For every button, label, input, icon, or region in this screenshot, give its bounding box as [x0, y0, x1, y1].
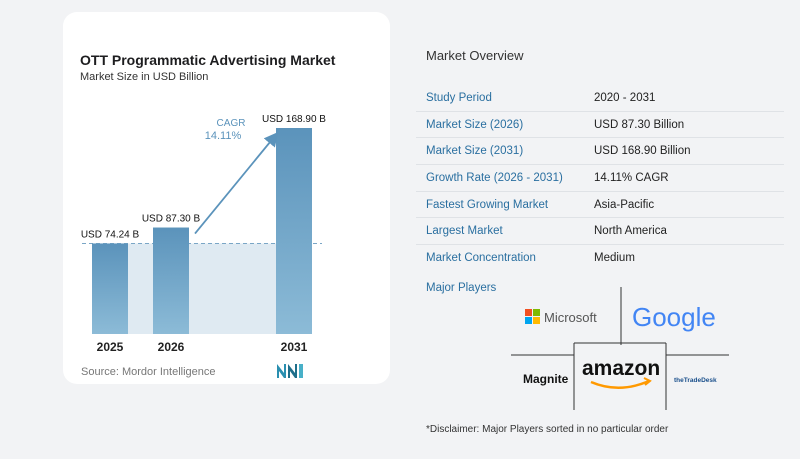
x-tick-2031: 2031 — [281, 340, 308, 354]
player-amazon: amazon — [582, 357, 660, 380]
overview-table: Study Period 2020 - 2031 Market Size (20… — [416, 85, 784, 272]
chart-subtitle: Market Size in USD Billion — [80, 71, 209, 83]
overview-row-market-size-2026: Market Size (2026) USD 87.30 Billion — [416, 112, 784, 139]
bar-chart: USD 74.24 B 2025 USD 87.30 B 2026 USD 168.90… — [81, 114, 326, 354]
mordor-intelligence-logo-icon — [277, 364, 303, 378]
overview-value: North America — [594, 225, 667, 238]
overview-row-study-period: Study Period 2020 - 2031 — [416, 85, 784, 112]
source-note: Source: Mordor Intelligence — [81, 366, 216, 378]
cagr-arrow — [194, 131, 279, 235]
cagr-label: CAGR — [217, 118, 246, 129]
player-microsoft: Microsoft — [544, 310, 597, 325]
overview-title: Market Overview — [426, 48, 524, 63]
overview-row-largest-market: Largest Market North America — [416, 218, 784, 246]
overview-label: Market Size (2031) — [426, 145, 524, 158]
chart-title: OTT Programmatic Advertising Market — [80, 52, 336, 68]
major-players-title: Major Players — [426, 282, 497, 294]
amazon-smile-icon — [590, 379, 650, 389]
overview-label: Market Size (2026) — [426, 118, 524, 131]
overview-row-concentration: Market Concentration Medium — [416, 245, 784, 272]
reference-band — [128, 243, 276, 334]
x-tick-2026: 2026 — [158, 340, 185, 354]
player-magnite: Magnite — [523, 372, 569, 386]
overview-value: Medium — [594, 252, 635, 265]
overview-label: Market Concentration — [426, 252, 536, 265]
player-google: Google — [632, 302, 716, 332]
market-overview: Market Overview Study Period 2020 - 2031… — [416, 0, 800, 459]
overview-label: Largest Market — [426, 225, 503, 238]
disclaimer: *Disclaimer: Major Players sorted in no … — [426, 424, 669, 435]
data-label-2031: USD 168.90 B — [262, 114, 326, 125]
bar-2031 — [276, 128, 312, 334]
major-players-grid: Microsoft Google Magnite amazon theTrade… — [511, 287, 729, 410]
bar-2025 — [92, 243, 128, 334]
x-tick-2025: 2025 — [97, 340, 124, 354]
amazon-arrow-icon — [643, 377, 652, 386]
data-label-2026: USD 87.30 B — [142, 214, 201, 225]
overview-value: Asia-Pacific — [594, 198, 655, 211]
overview-label: Fastest Growing Market — [426, 198, 549, 211]
overview-row-growth-rate: Growth Rate (2026 - 2031) 14.11% CAGR — [416, 165, 784, 192]
data-label-2025: USD 74.24 B — [81, 229, 140, 240]
chart-card: OTT Programmatic Advertising Market Mark… — [63, 12, 390, 384]
overview-label: Study Period — [426, 91, 492, 104]
overview-row-fastest-growing: Fastest Growing Market Asia-Pacific — [416, 192, 784, 219]
overview-value: USD 87.30 Billion — [594, 118, 685, 131]
overview-value: 14.11% CAGR — [594, 171, 669, 184]
overview-value: USD 168.90 Billion — [594, 145, 691, 158]
overview-label: Growth Rate (2026 - 2031) — [426, 171, 563, 184]
bar-2026 — [153, 227, 189, 334]
cagr-value: 14.11% — [205, 130, 242, 142]
player-the-trade-desk: theTradeDesk — [674, 377, 717, 384]
microsoft-logo-icon — [525, 309, 540, 324]
overview-row-market-size-2031: Market Size (2031) USD 168.90 Billion — [416, 138, 784, 166]
overview-value: 2020 - 2031 — [594, 91, 656, 104]
